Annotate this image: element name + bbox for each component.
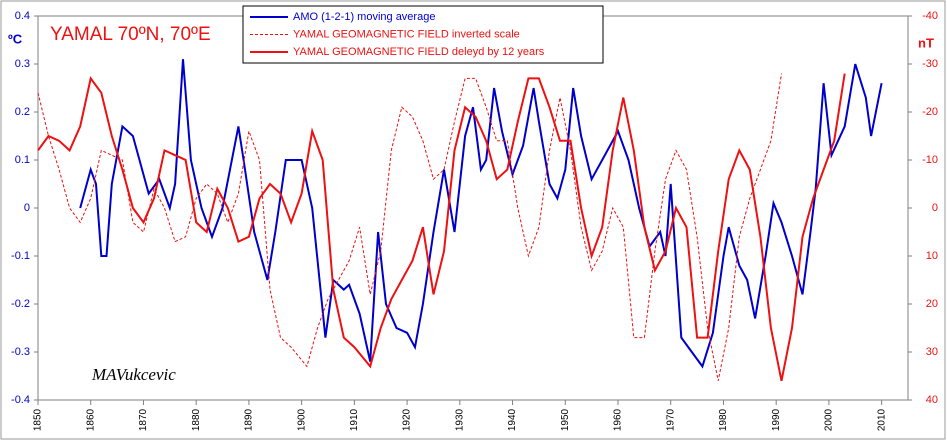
- plot-area: [37, 15, 909, 401]
- y-tick-label: -0.2: [11, 298, 30, 310]
- y2-tick-label: 10: [926, 250, 938, 262]
- y2-tick-label: -10: [922, 154, 938, 166]
- x-tick-label: 1870: [138, 408, 149, 431]
- x-tick-label: 1900: [296, 408, 307, 431]
- watermark: MAVukcevic: [91, 365, 176, 384]
- y2-tick-label: 0: [932, 202, 938, 214]
- x-tick-label: 2000: [824, 408, 835, 431]
- y-tick-label: -0.4: [11, 394, 30, 406]
- x-tick-label: 1880: [191, 408, 202, 431]
- x-tick-label: 1940: [507, 408, 518, 431]
- x-tick-label: 1850: [33, 408, 44, 431]
- y-tick-label: 0: [24, 202, 30, 214]
- series-line: [37, 73, 782, 381]
- x-tick-label: 1860: [85, 408, 96, 431]
- x-tick-label: 1980: [718, 408, 729, 431]
- series-line: [37, 73, 846, 381]
- legend-label: YAMAL GEOMAGNETIC FIELD deleyd by 12 yea…: [293, 46, 545, 58]
- y-tick-label: -0.1: [11, 250, 30, 262]
- y-axis-label: ºC: [8, 31, 23, 46]
- y-tick-label: 0.3: [15, 58, 30, 70]
- y2-tick-label: 40: [926, 394, 938, 406]
- y2-tick-label: 30: [926, 346, 938, 358]
- series-line: [79, 59, 883, 369]
- y2-tick-label: 20: [926, 298, 938, 310]
- y-tick-label: 0.1: [15, 154, 30, 166]
- legend-label: AMO (1-2-1) moving average: [293, 11, 435, 23]
- y-tick-label: 0.2: [15, 106, 30, 118]
- x-tick-label: 1990: [771, 408, 782, 431]
- x-tick-label: 1910: [349, 408, 360, 431]
- chart-title: YAMAL 70ºN, 70ºE: [50, 24, 211, 45]
- y2-tick-label: -40: [922, 10, 938, 22]
- y2-tick-label: -30: [922, 58, 938, 70]
- x-tick-label: 1970: [665, 408, 676, 431]
- y2-tick-label: -20: [922, 106, 938, 118]
- legend: [242, 5, 604, 64]
- y-tick-label: 0.4: [15, 10, 30, 22]
- legend-label: YAMAL GEOMAGNETIC FIELD inverted scale: [293, 28, 520, 40]
- x-tick-label: 1950: [560, 408, 571, 431]
- x-tick-label: 1890: [244, 408, 255, 431]
- x-tick-label: 1930: [454, 408, 465, 431]
- x-tick-label: 2010: [876, 408, 887, 431]
- x-tick-label: 1960: [613, 408, 624, 431]
- y2-axis-label: nT: [918, 35, 934, 50]
- x-tick-label: 1920: [402, 408, 413, 431]
- y-tick-label: -0.3: [11, 346, 30, 358]
